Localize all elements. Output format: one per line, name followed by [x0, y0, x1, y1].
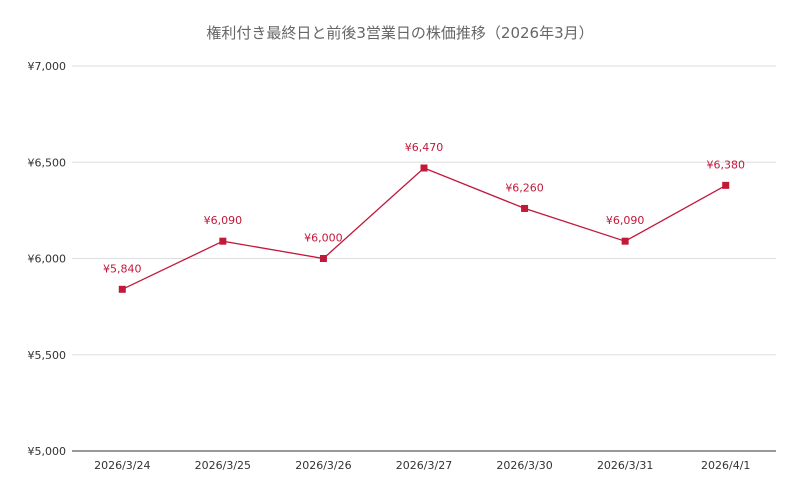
x-tick-label: 2026/4/1	[701, 459, 750, 472]
data-label: ¥6,260	[505, 181, 544, 194]
x-axis-ticks: 2026/3/24 2026/3/25 2026/3/26 2026/3/27 2026…	[94, 459, 750, 472]
data-point	[420, 164, 428, 172]
grid-lines	[72, 65, 776, 452]
y-tick-label: ¥5,000	[28, 445, 67, 458]
data-label: ¥6,090	[204, 214, 243, 227]
x-tick-label: 2026/3/30	[496, 459, 552, 472]
data-point	[521, 204, 529, 212]
data-labels: ¥5,840 ¥6,090 ¥6,000 ¥6,470 ¥6,260 ¥6,090 ¥6,3…	[103, 141, 745, 275]
data-label: ¥6,380	[706, 158, 745, 171]
chart-title: 権利付き最終日と前後3営業日の株価推移（2026年3月）	[206, 24, 593, 42]
data-point	[118, 285, 126, 293]
x-tick-label: 2026/3/27	[396, 459, 452, 472]
x-tick-label: 2026/3/26	[295, 459, 351, 472]
data-point	[219, 237, 227, 245]
data-label: ¥6,000	[304, 232, 343, 245]
y-tick-label: ¥6,000	[28, 253, 67, 266]
data-point	[621, 237, 629, 245]
y-tick-label: ¥7,000	[28, 60, 67, 73]
y-axis-ticks: ¥5,000 ¥5,500 ¥6,000 ¥6,500 ¥7,000	[28, 60, 67, 458]
data-label: ¥5,840	[103, 262, 142, 275]
data-point	[319, 255, 327, 262]
x-tick-label: 2026/3/25	[195, 459, 251, 472]
x-tick-label: 2026/3/31	[597, 459, 653, 472]
y-tick-label: ¥5,500	[28, 349, 67, 362]
data-label: ¥6,090	[606, 214, 645, 227]
data-point	[722, 181, 730, 189]
x-tick-label: 2026/3/24	[94, 459, 150, 472]
series-layer	[118, 164, 730, 293]
y-tick-label: ¥6,500	[28, 156, 67, 169]
series-line	[122, 167, 727, 290]
data-label: ¥6,470	[405, 141, 444, 154]
